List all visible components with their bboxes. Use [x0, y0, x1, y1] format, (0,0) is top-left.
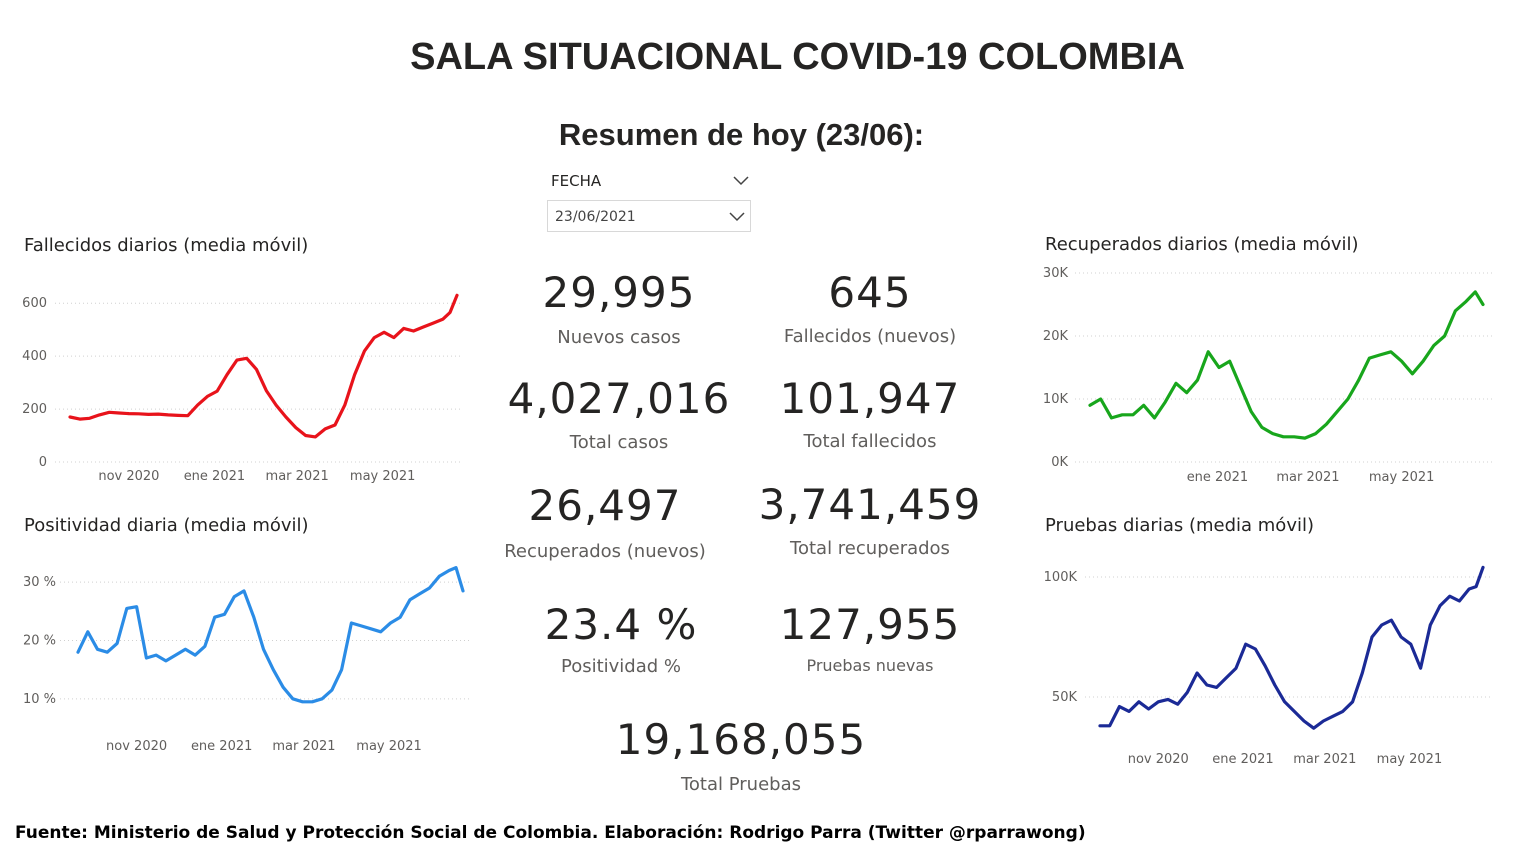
kpi-fallecidos-nuevos-value: 645: [828, 268, 912, 317]
kpi-nuevos-casos-value: 29,995: [542, 268, 696, 317]
kpi-positividad-value: 23.4 %: [544, 600, 698, 649]
positividad-series-line: [76, 565, 465, 704]
chart-title-positividad: Positividad diaria (media móvil): [24, 515, 309, 536]
kpi-recuperados-nuevos-value: 26,497: [528, 481, 682, 530]
fallecidos-ytick-label: 200: [22, 402, 47, 417]
date-slicer-label: FECHA: [551, 172, 602, 190]
date-slicer-value: 23/06/2021: [555, 209, 636, 225]
kpi-total-pruebas-value: 19,168,055: [615, 715, 867, 764]
fallecidos-xtick-label: mar 2021: [266, 469, 329, 484]
kpi-total-pruebas-label: Total Pruebas: [680, 774, 801, 795]
kpi-pruebas-nuevas-value: 127,955: [779, 600, 961, 649]
chevron-down-icon[interactable]: [729, 212, 745, 222]
fallecidos-xtick-label: may 2021: [350, 469, 416, 484]
page-title: SALA SITUACIONAL COVID-19 COLOMBIA: [410, 36, 1185, 78]
positividad-ytick-label: 30 %: [23, 575, 56, 590]
recuperados-xtick-label: ene 2021: [1187, 470, 1248, 485]
kpi-positividad-label: Positividad %: [560, 656, 682, 677]
kpi-fallecidos-nuevos-label: Fallecidos (nuevos): [783, 326, 957, 347]
slicer-collapse-chevron-icon[interactable]: [733, 176, 749, 186]
recuperados-ytick-label: 10K: [1043, 392, 1069, 407]
pruebas-xtick-label: ene 2021: [1212, 752, 1273, 767]
kpi-nuevos-casos-label: Nuevos casos: [557, 327, 681, 348]
recuperados-ytick-label: 30K: [1043, 266, 1069, 281]
fallecidos-xtick-label: nov 2020: [98, 469, 159, 484]
kpi-total-recuperados-label: Total recuperados: [790, 538, 950, 559]
chart-title-pruebas: Pruebas diarias (media móvil): [1045, 515, 1314, 536]
pruebas-xtick-label: may 2021: [1377, 752, 1443, 767]
kpi-pruebas-nuevas-label: Pruebas nuevas: [806, 656, 934, 675]
pruebas-xtick-label: mar 2021: [1293, 752, 1356, 767]
fallecidos-ytick-label: 0: [39, 455, 47, 470]
pruebas-ytick-label: 100K: [1044, 570, 1078, 585]
pruebas-xtick-label: nov 2020: [1128, 752, 1189, 767]
kpi-recuperados-nuevos-label: Recuperados (nuevos): [504, 541, 706, 562]
positividad-xtick-label: may 2021: [356, 739, 422, 754]
recuperados-xtick-label: may 2021: [1369, 470, 1435, 485]
kpi-total-casos-label: Total casos: [569, 432, 669, 453]
positividad-ytick-label: 20 %: [23, 634, 56, 649]
positividad-xtick-label: mar 2021: [272, 739, 335, 754]
recuperados-ytick-label: 20K: [1043, 329, 1069, 344]
positividad-xtick-label: ene 2021: [191, 739, 252, 754]
pruebas-series-line: [1098, 565, 1485, 730]
recuperados-series-line: [1088, 290, 1485, 440]
kpi-total-recuperados-value: 3,741,459: [758, 480, 982, 529]
fallecidos-xtick-label: ene 2021: [184, 469, 245, 484]
source-footer: Fuente: Ministerio de Salud y Protección…: [15, 823, 1086, 843]
positividad-xtick-label: nov 2020: [106, 739, 167, 754]
chart-title-recuperados: Recuperados diarios (media móvil): [1045, 234, 1359, 255]
fallecidos-series-line: [68, 293, 459, 439]
fallecidos-ytick-label: 400: [22, 349, 47, 364]
date-slicer-dropdown[interactable]: 23/06/2021: [547, 200, 751, 232]
fallecidos-ytick-label: 600: [22, 296, 47, 311]
chart-title-fallecidos: Fallecidos diarios (media móvil): [24, 235, 309, 256]
kpi-total-fallecidos-value: 101,947: [779, 374, 961, 423]
recuperados-xtick-label: mar 2021: [1276, 470, 1339, 485]
positividad-ytick-label: 10 %: [23, 692, 56, 707]
kpi-total-fallecidos-label: Total fallecidos: [803, 431, 937, 452]
kpi-total-casos-value: 4,027,016: [507, 374, 731, 423]
recuperados-ytick-label: 0K: [1051, 455, 1068, 470]
summary-heading: Resumen de hoy (23/06):: [558, 117, 925, 152]
pruebas-ytick-label: 50K: [1052, 690, 1078, 705]
